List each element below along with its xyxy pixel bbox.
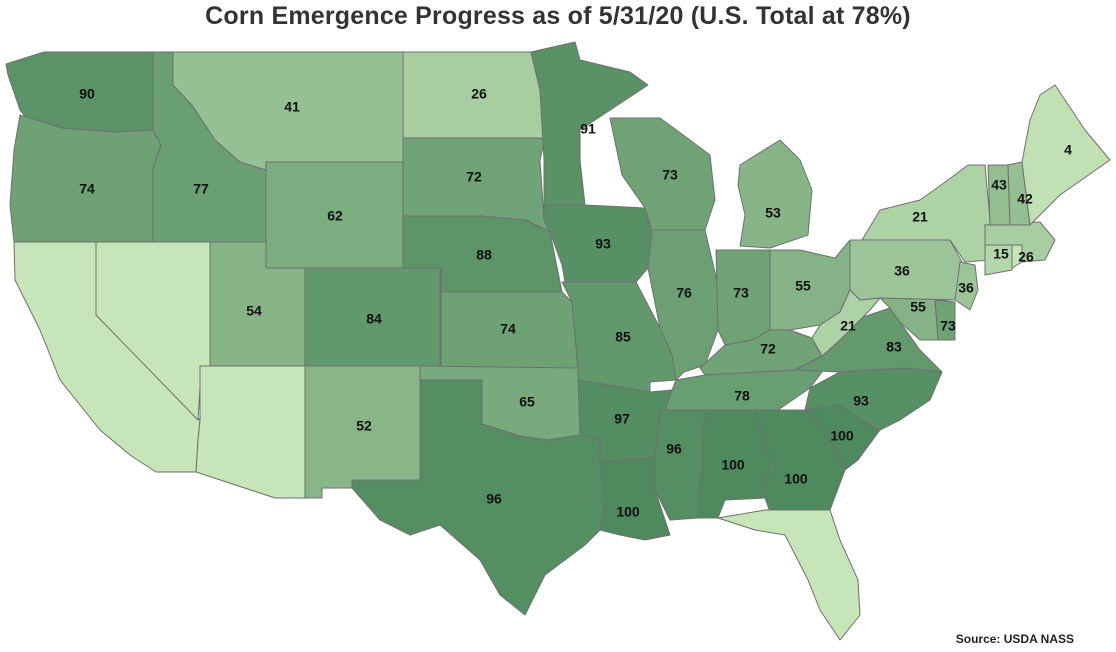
state-value-label-ky: 72 [760, 341, 776, 357]
state-mn [530, 41, 649, 206]
state-value-label-il: 76 [676, 285, 692, 301]
state-value-label-ar: 97 [614, 411, 630, 427]
state-value-label-ma: 26 [1018, 249, 1034, 265]
state-value-label-wi: 73 [662, 167, 678, 183]
state-value-label-sc: 100 [830, 428, 854, 444]
state-value-label-oh: 55 [795, 278, 811, 294]
state-value-label-nj: 36 [958, 280, 974, 296]
state-md [879, 297, 956, 341]
state-value-label-nc: 93 [853, 393, 869, 409]
state-value-label-mi: 53 [765, 205, 781, 221]
map-title: Corn Emergence Progress as of 5/31/20 (U… [205, 2, 911, 30]
state-value-label-nm: 52 [356, 418, 372, 434]
state-value-label-mn: 91 [580, 121, 596, 137]
state-mi [737, 139, 813, 249]
state-nj [954, 261, 979, 311]
state-tx [351, 379, 606, 616]
state-value-label-mo: 85 [615, 329, 631, 345]
state-value-label-ne: 88 [476, 247, 492, 263]
state-mo [561, 281, 677, 393]
state-value-label-sd: 72 [466, 169, 482, 185]
state-az [195, 365, 306, 499]
state-value-label-tn: 78 [734, 388, 750, 404]
state-fl [717, 509, 861, 641]
state-value-label-md: 55 [910, 299, 926, 315]
state-value-label-vt: 43 [991, 177, 1007, 193]
state-value-label-wa: 90 [79, 86, 95, 102]
state-value-label-pa: 36 [894, 263, 910, 279]
state-ny [861, 164, 991, 263]
state-value-label-ok: 65 [519, 394, 535, 410]
state-value-label-de: 73 [940, 318, 956, 334]
state-ma [984, 221, 1056, 263]
state-value-label-ia: 93 [595, 236, 611, 252]
state-value-label-ks: 74 [500, 321, 516, 337]
state-value-label-mt: 41 [284, 99, 300, 115]
state-ms [654, 409, 706, 521]
state-il [647, 229, 719, 381]
state-value-label-tx: 96 [486, 491, 502, 507]
state-value-label-co: 84 [366, 311, 382, 327]
state-value-label-wy: 62 [327, 208, 343, 224]
state-value-label-in: 73 [733, 285, 749, 301]
state-value-label-nh: 42 [1017, 191, 1033, 207]
state-value-label-la: 100 [616, 504, 640, 520]
state-value-label-va: 83 [886, 339, 902, 355]
state-value-label-al: 100 [721, 457, 745, 473]
state-value-label-ms: 96 [666, 441, 682, 457]
state-value-label-ga: 100 [784, 471, 808, 487]
state-value-label-wv: 21 [840, 318, 856, 334]
state-me [1021, 84, 1111, 226]
state-value-label-nd: 26 [471, 86, 487, 102]
state-value-label-id: 77 [193, 181, 209, 197]
state-wi [609, 117, 716, 231]
state-vt [987, 164, 1011, 226]
source-note: Source: USDA NASS [955, 632, 1074, 646]
state-or [9, 114, 162, 243]
state-value-label-or: 74 [79, 181, 95, 197]
state-value-label-ny: 21 [912, 209, 928, 225]
state-value-label-me: 4 [1064, 142, 1072, 158]
state-value-label-ct: 15 [993, 246, 1009, 262]
state-value-label-ut: 54 [246, 303, 262, 319]
